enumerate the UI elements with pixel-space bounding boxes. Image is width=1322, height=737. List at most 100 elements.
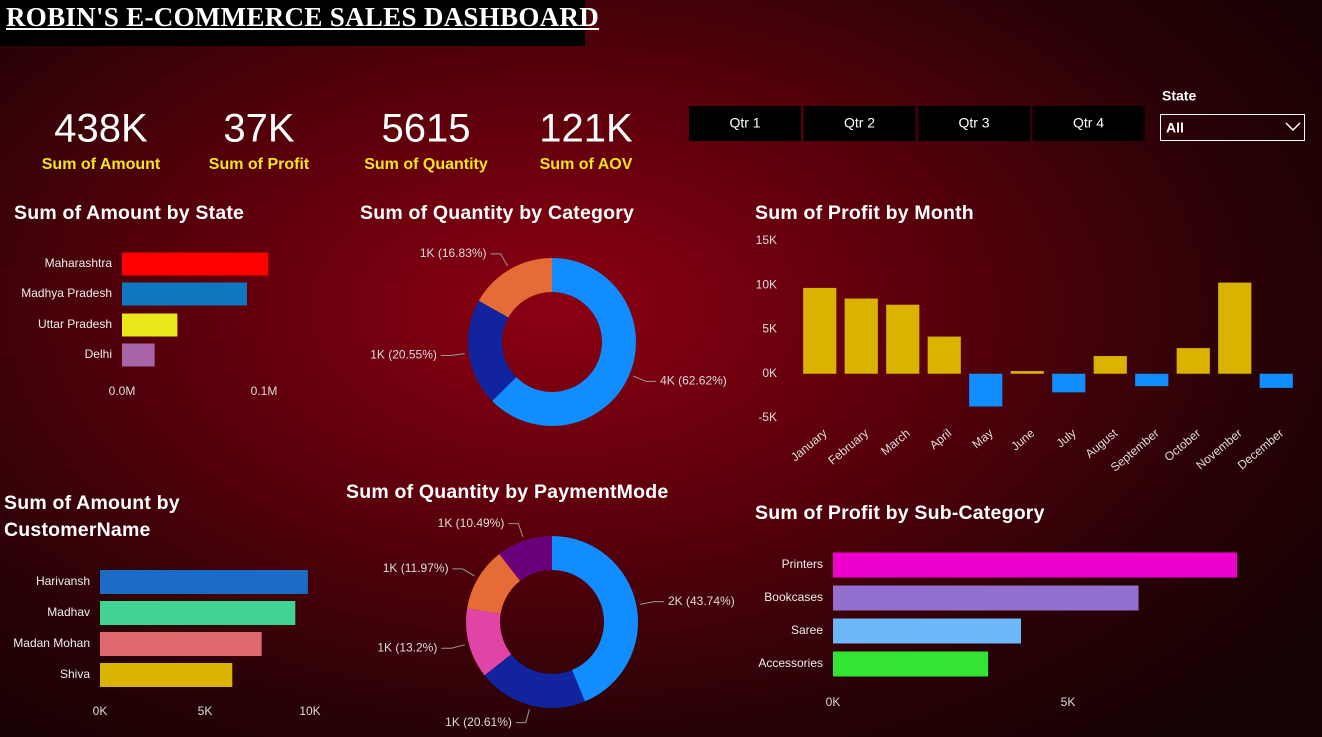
x-tick-label: 0K bbox=[826, 695, 841, 709]
state-dropdown[interactable] bbox=[1160, 114, 1305, 141]
bar bbox=[927, 336, 961, 374]
bar bbox=[1010, 371, 1044, 374]
leader-line bbox=[640, 601, 664, 605]
x-tick-label: 10K bbox=[299, 704, 320, 718]
data-label: 2K (43.74%) bbox=[668, 594, 735, 608]
x-tick-label: June bbox=[1008, 426, 1037, 454]
x-tick-label: 0.1M bbox=[251, 384, 278, 398]
x-tick-label: July bbox=[1053, 426, 1078, 450]
x-tick-label: April bbox=[927, 426, 954, 452]
category-label: Madhya Pradesh bbox=[21, 286, 112, 300]
bar bbox=[969, 373, 1003, 407]
kpi-label: Sum of Quantity bbox=[364, 156, 488, 173]
x-tick-label: August bbox=[1083, 426, 1121, 461]
bar bbox=[1052, 373, 1086, 393]
y-tick-label: 0K bbox=[762, 366, 777, 380]
x-tick-label: 5K bbox=[198, 704, 213, 718]
leader-line bbox=[508, 523, 524, 538]
kpi-value: 121K bbox=[539, 107, 633, 151]
kpi-label: Sum of AOV bbox=[540, 156, 633, 173]
category-label: Madhav bbox=[47, 605, 90, 619]
donut-slice bbox=[467, 554, 521, 614]
donut-slice bbox=[492, 258, 636, 426]
bar bbox=[1218, 282, 1252, 374]
dropdown-chevron bbox=[1285, 122, 1301, 132]
bar bbox=[122, 343, 155, 367]
quarter-button[interactable] bbox=[803, 106, 916, 141]
donut-slice bbox=[552, 536, 638, 702]
bar bbox=[100, 632, 262, 656]
leader-line bbox=[441, 644, 466, 649]
quarter-button-label[interactable]: Qtr 3 bbox=[958, 115, 989, 131]
bar bbox=[122, 313, 178, 337]
leader-line bbox=[632, 375, 657, 382]
chart-title: Sum of Amount by State bbox=[14, 202, 245, 224]
quarter-button-label[interactable]: Qtr 1 bbox=[729, 115, 760, 131]
leader-line bbox=[490, 253, 509, 267]
x-tick-label: December bbox=[1235, 426, 1286, 472]
category-label: Accessories bbox=[758, 656, 823, 670]
x-tick-label: January bbox=[788, 426, 830, 464]
donut-slice bbox=[484, 654, 585, 709]
bar bbox=[122, 252, 269, 276]
category-label: Delhi bbox=[85, 347, 112, 361]
bar bbox=[1176, 348, 1210, 374]
data-label: 1K (16.83%) bbox=[420, 246, 487, 260]
data-label: 1K (10.49%) bbox=[438, 516, 505, 530]
x-tick-label: 0.0M bbox=[109, 384, 136, 398]
bar bbox=[833, 618, 1021, 644]
quarter-button[interactable] bbox=[918, 106, 1030, 141]
category-label: Printers bbox=[782, 557, 823, 571]
x-tick-label: 5K bbox=[1061, 695, 1076, 709]
bar bbox=[100, 663, 233, 687]
kpi-value: 438K bbox=[54, 107, 148, 151]
donut-slice bbox=[499, 536, 552, 581]
chart-title: Sum of Amount by CustomerName bbox=[4, 492, 180, 541]
quarter-button-label[interactable]: Qtr 4 bbox=[1073, 115, 1104, 131]
data-label: 1K (13.2%) bbox=[377, 640, 437, 654]
kpi-value: 37K bbox=[223, 107, 294, 151]
bar bbox=[1135, 373, 1169, 387]
bar bbox=[844, 298, 878, 374]
category-label: Madan Mohan bbox=[13, 636, 90, 650]
bar bbox=[803, 287, 837, 374]
chart-title: Sum of Profit by Sub-Category bbox=[755, 502, 1045, 524]
bar bbox=[122, 282, 247, 306]
chart-title: Sum of Profit by Month bbox=[755, 202, 974, 224]
bar bbox=[833, 585, 1139, 611]
quarter-button[interactable] bbox=[1032, 106, 1145, 141]
leader-line bbox=[515, 708, 530, 724]
kpi-label: Sum of Profit bbox=[209, 156, 310, 173]
x-tick-label: May bbox=[969, 426, 995, 451]
category-label: Shiva bbox=[60, 667, 90, 681]
slicer-label: State bbox=[1162, 88, 1196, 104]
donut-slice bbox=[465, 608, 512, 676]
bar bbox=[1259, 373, 1293, 388]
quarter-button[interactable] bbox=[689, 106, 801, 141]
category-label: Uttar Pradesh bbox=[38, 317, 112, 331]
y-tick-label: 10K bbox=[756, 277, 777, 291]
y-tick-label: 5K bbox=[762, 322, 777, 336]
state-dropdown-value[interactable]: All bbox=[1166, 120, 1184, 136]
header-bar: ROBIN'S E-COMMERCE SALES DASHBOARD bbox=[0, 0, 599, 46]
data-label: 1K (20.55%) bbox=[370, 348, 437, 362]
x-tick-label: 0K bbox=[93, 704, 108, 718]
quarter-button-label[interactable]: Qtr 2 bbox=[844, 115, 875, 131]
category-label: Harivansh bbox=[36, 574, 90, 588]
category-label: Bookcases bbox=[764, 590, 823, 604]
x-tick-label: February bbox=[825, 426, 871, 468]
chart-title: Sum of Quantity by PaymentMode bbox=[346, 481, 669, 503]
donut-slice bbox=[478, 258, 552, 318]
y-tick-label: -5K bbox=[758, 410, 777, 424]
bar bbox=[833, 552, 1238, 578]
chart-title: Sum of Quantity by Category bbox=[360, 202, 635, 224]
kpi-label: Sum of Amount bbox=[42, 156, 161, 173]
kpi-value: 5615 bbox=[382, 107, 471, 151]
bar bbox=[833, 651, 989, 677]
data-label: 1K (11.97%) bbox=[383, 561, 449, 575]
bar bbox=[1093, 356, 1127, 374]
leader-line bbox=[452, 568, 475, 577]
leader-line bbox=[440, 353, 465, 356]
